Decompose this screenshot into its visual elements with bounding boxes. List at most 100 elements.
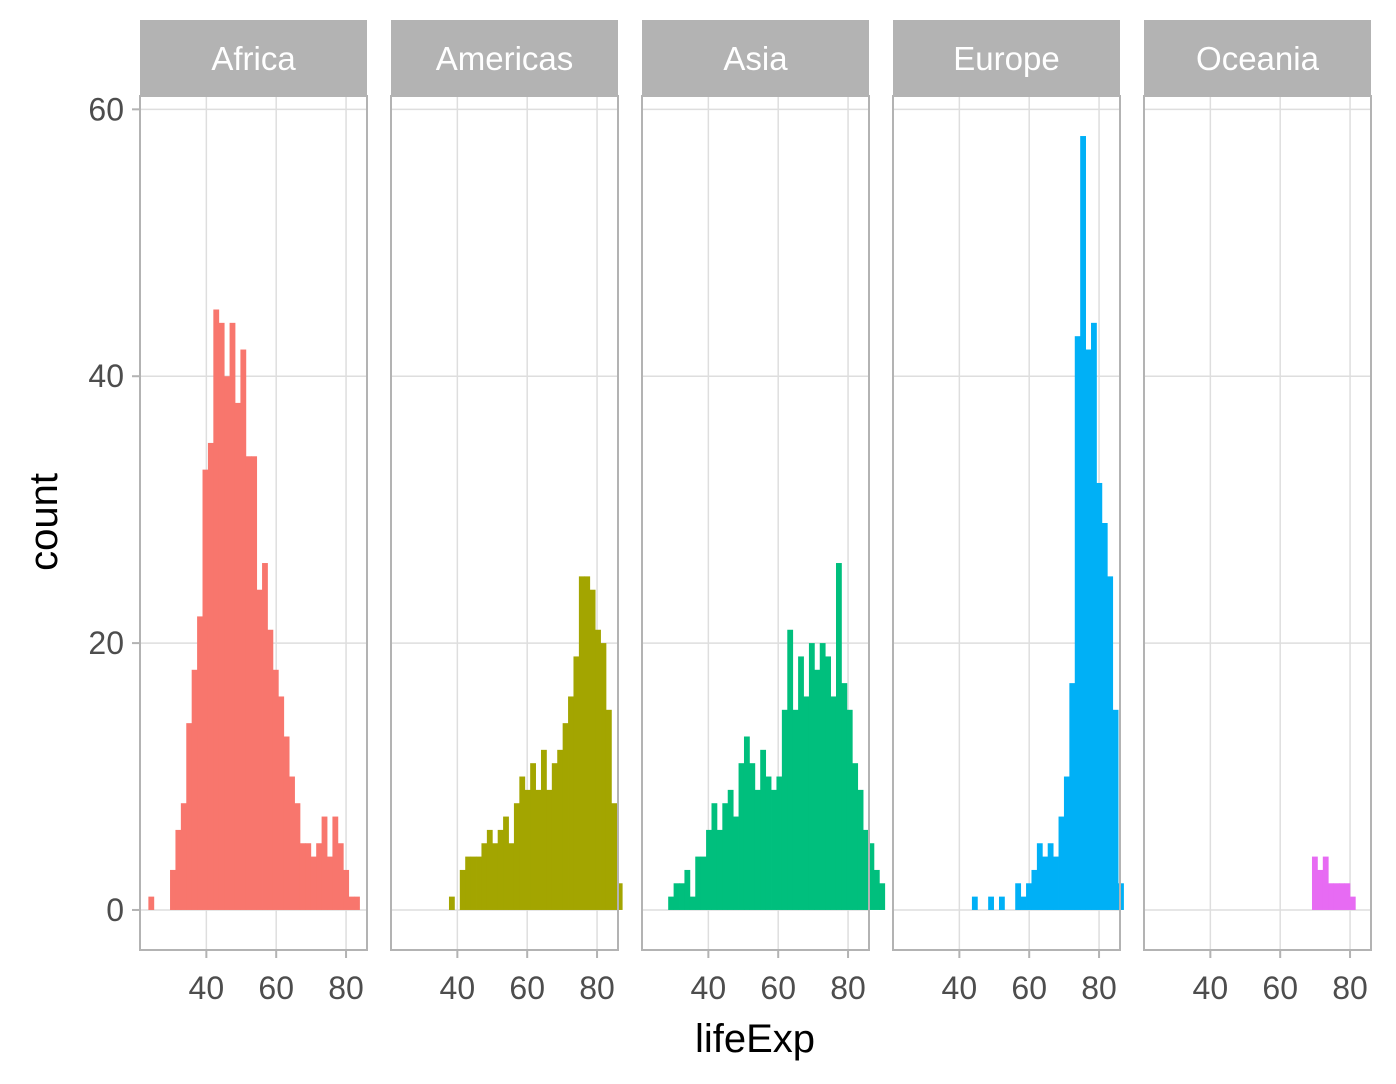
histogram-bar: [1036, 843, 1043, 910]
panel-border: [641, 95, 870, 951]
facet-strip: [642, 20, 869, 96]
histogram-bar: [1026, 883, 1032, 910]
histogram-bar: [668, 896, 675, 910]
histogram-bar: [841, 683, 848, 910]
y-tick-label: 60: [88, 91, 124, 127]
histogram-bar: [343, 869, 350, 910]
histogram-bar: [186, 723, 193, 910]
histogram-bar: [197, 616, 203, 910]
histogram-bar: [1031, 869, 1038, 910]
histogram-bar: [605, 709, 612, 910]
histogram-bar: [305, 843, 312, 910]
histogram-bar: [245, 456, 252, 910]
histogram-bar: [337, 843, 344, 910]
histogram-bar: [1058, 816, 1065, 910]
histogram-bar: [1053, 856, 1059, 910]
x-tick-label: 80: [328, 970, 364, 1006]
x-tick-label: 40: [440, 970, 476, 1006]
histogram-bar: [781, 709, 788, 910]
y-tick-label: 0: [106, 892, 124, 928]
histogram-bar: [787, 629, 794, 910]
histogram-bar: [733, 816, 739, 910]
histogram-bar: [278, 696, 285, 910]
histogram-bar: [589, 589, 596, 910]
x-tick-label: 80: [1081, 970, 1117, 1006]
y-axis-title: count: [22, 473, 66, 571]
facet-strip: [893, 20, 1120, 96]
histogram-bar: [1080, 136, 1087, 910]
histogram-bar: [716, 829, 723, 910]
histogram-bar: [835, 563, 842, 910]
histogram-bar: [535, 789, 542, 910]
histogram-bar: [240, 349, 247, 910]
histogram-bar: [857, 789, 864, 910]
histogram-bar: [251, 456, 258, 910]
histogram-bar: [234, 402, 241, 910]
histogram-bar: [513, 803, 520, 910]
histogram-bar: [573, 656, 580, 910]
histogram-bar: [481, 843, 488, 910]
histogram-bar: [1063, 776, 1070, 910]
facet-panel-americas: Americas 40 60 80: [390, 20, 623, 1006]
histogram-bar: [310, 856, 317, 910]
histogram-bar: [448, 896, 455, 910]
histogram-bar: [1101, 523, 1108, 910]
histogram-bar: [175, 829, 182, 910]
histogram-bar: [459, 869, 466, 910]
x-tick-label: 40: [189, 970, 225, 1006]
histogram-bar: [727, 789, 734, 910]
histogram-bar: [470, 856, 477, 910]
histogram-bar: [825, 656, 831, 910]
histogram-bar: [327, 856, 333, 910]
histogram-bar: [476, 856, 482, 910]
histogram-bar: [1015, 883, 1022, 910]
histogram-bar: [568, 696, 574, 910]
histogram-bar: [213, 309, 220, 910]
y-axis: 0 20 40 60: [88, 91, 140, 928]
x-tick-label: 80: [579, 970, 615, 1006]
x-tick-label: 60: [1262, 970, 1298, 1006]
panel-border: [390, 95, 619, 951]
histogram-bar: [503, 816, 509, 910]
histogram-bar: [508, 843, 515, 910]
histogram-bar: [798, 656, 804, 910]
facet-strip-label: Europe: [953, 40, 1059, 77]
facet-panel-europe: Europe 40 60 80: [892, 20, 1124, 1006]
histogram-bar: [321, 816, 328, 910]
histogram-bar: [998, 896, 1005, 910]
histogram-bar: [492, 843, 499, 910]
histogram-bar: [830, 696, 837, 910]
x-tick-label: 40: [942, 970, 978, 1006]
x-tick-label: 40: [691, 970, 727, 1006]
facet-strip: [391, 20, 618, 96]
histogram-bar: [170, 869, 176, 910]
histogram-bar: [616, 883, 623, 910]
histogram-bar: [1074, 336, 1081, 910]
histogram-bar: [148, 896, 155, 910]
panel-border: [139, 95, 368, 951]
histogram-bar: [348, 896, 355, 910]
x-tick-label: 80: [1332, 970, 1368, 1006]
histogram-bar: [711, 803, 718, 910]
histogram-bar: [530, 763, 536, 910]
histogram-bar: [486, 829, 493, 910]
histogram-bar: [1322, 856, 1329, 910]
histogram-bar: [1311, 856, 1318, 910]
histogram-bar: [180, 803, 187, 910]
histogram-bar: [808, 643, 815, 910]
histogram-bar: [765, 776, 772, 910]
x-tick-label: 60: [1011, 970, 1047, 1006]
histogram-bar: [1020, 896, 1027, 910]
histogram-bar: [1333, 883, 1340, 910]
histogram-bar: [316, 843, 322, 910]
histogram-bar: [776, 776, 783, 910]
x-tick-label: 40: [1193, 970, 1229, 1006]
histogram-bar: [262, 563, 268, 910]
histogram-bar: [819, 643, 826, 910]
facet-strip-label: Asia: [723, 40, 788, 77]
histogram-bar: [863, 829, 869, 910]
histogram-bar: [584, 576, 591, 910]
histogram-bar: [684, 869, 691, 910]
histogram-bar: [283, 736, 290, 910]
